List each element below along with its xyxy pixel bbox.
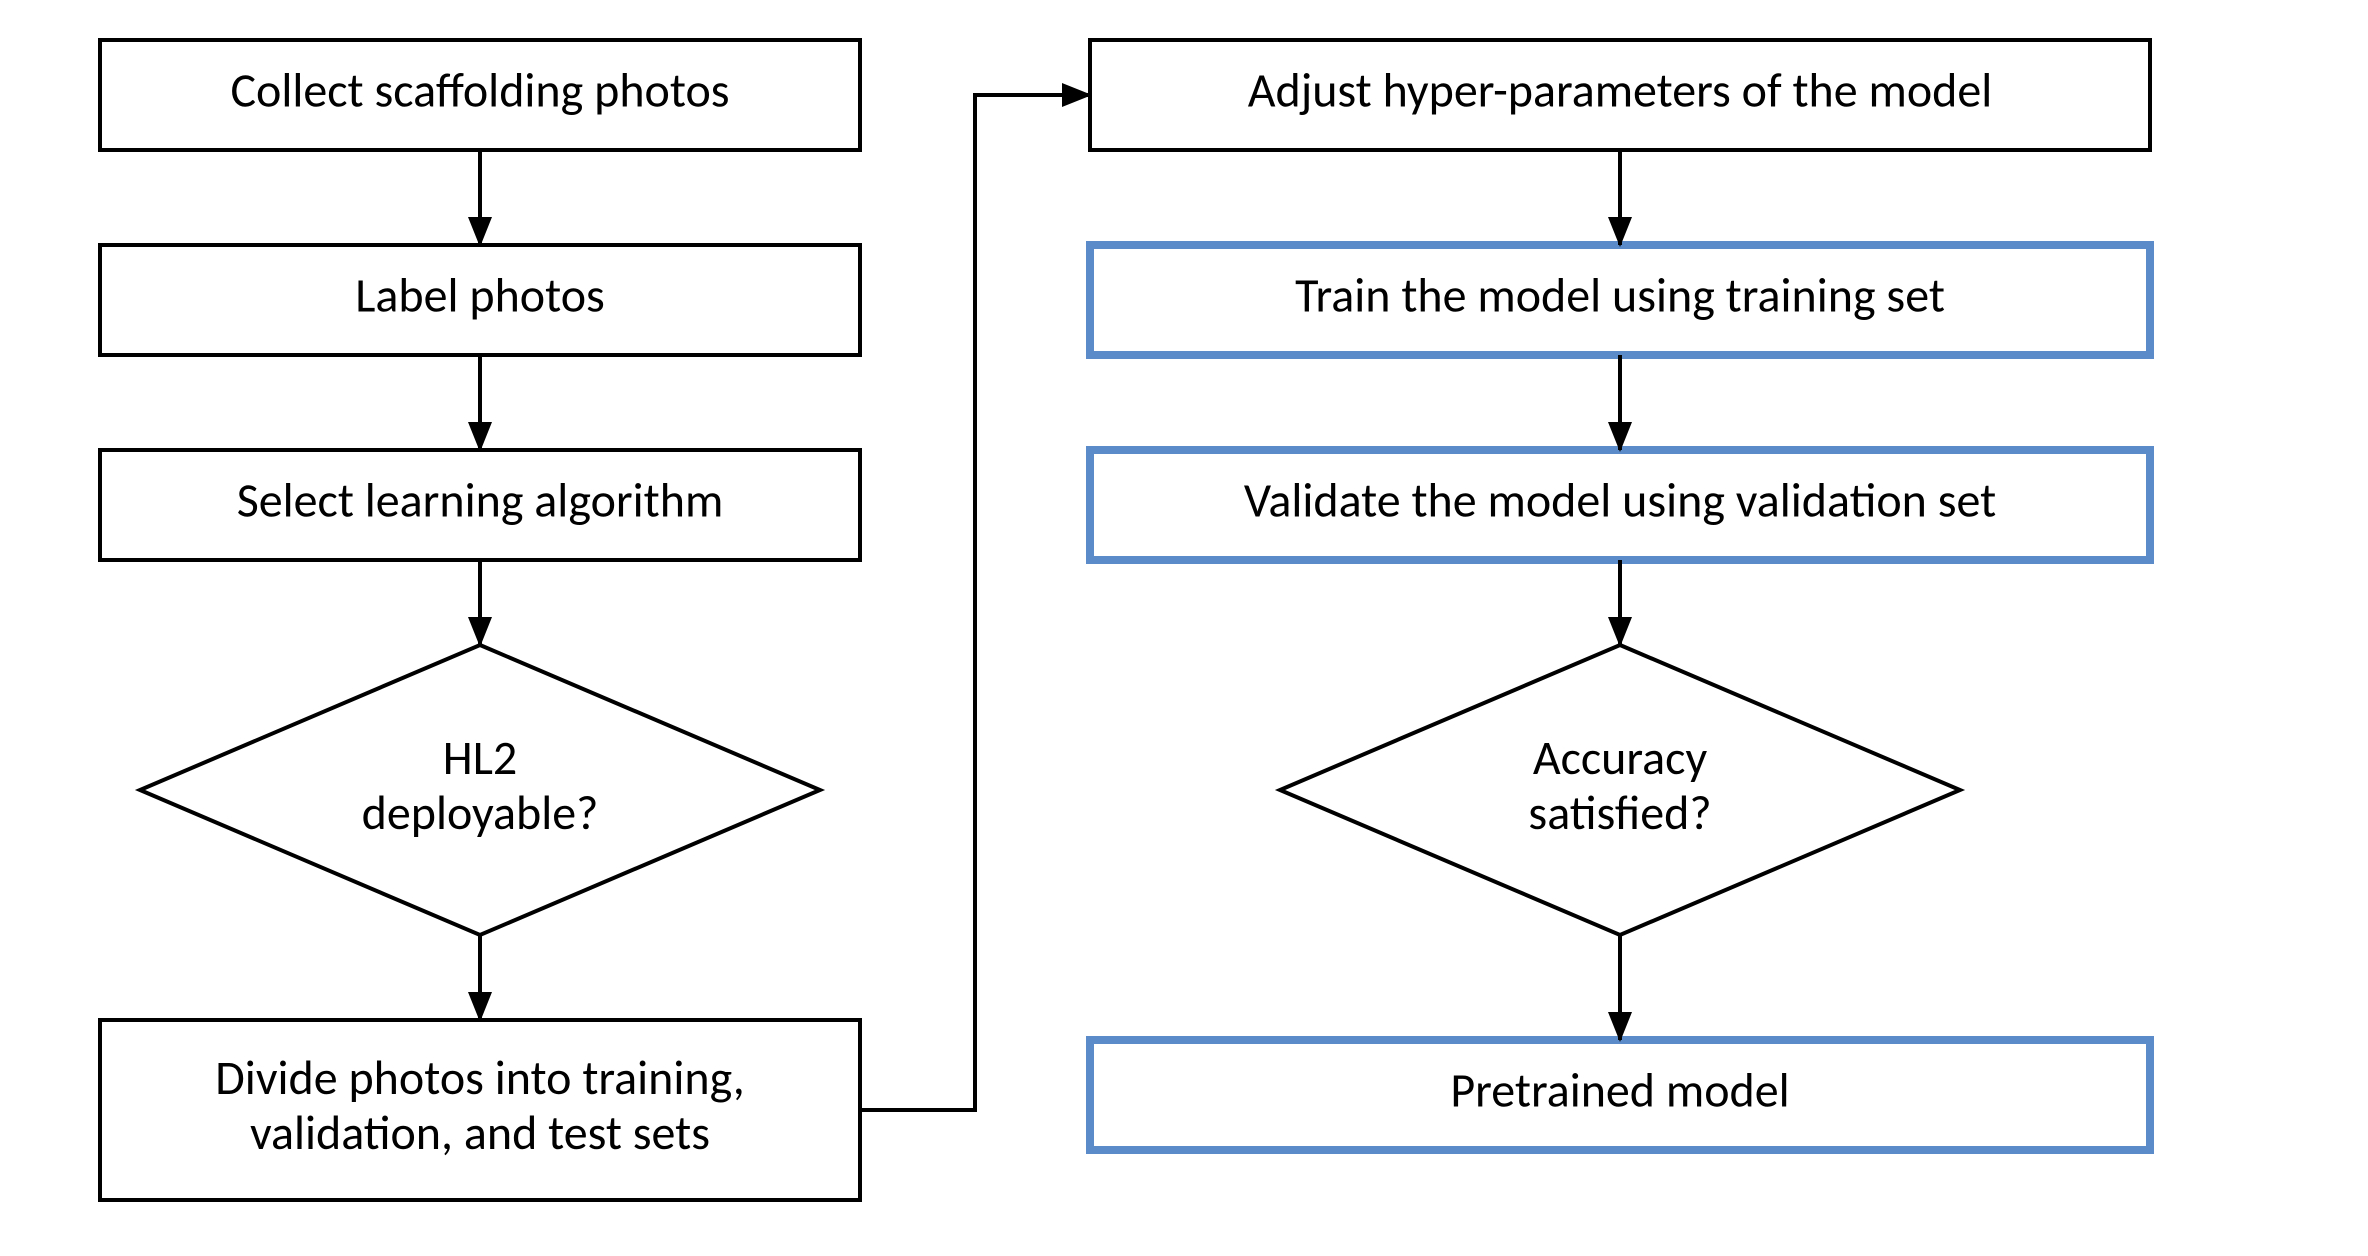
node-adjust: Adjust hyper-parameters of the model xyxy=(1090,40,2150,150)
node-accuracy-label: Accuracy xyxy=(1533,728,1708,787)
node-pretrain-label: Pretrained model xyxy=(1450,1060,1789,1119)
node-collect: Collect scaffolding photos xyxy=(100,40,860,150)
node-hl2: HL2deployable? xyxy=(140,645,820,935)
node-accuracy-label: satisfied? xyxy=(1528,783,1711,842)
flowchart-canvas: Collect scaffolding photos Label photos Se… xyxy=(0,0,2368,1256)
node-validate-label: Validate the model using validation set xyxy=(1244,470,1996,529)
node-divide-label: validation, and test sets xyxy=(250,1103,710,1162)
node-accuracy: Accuracysatisfied? xyxy=(1280,645,1960,935)
node-hl2-label: deployable? xyxy=(362,783,599,842)
node-adjust-label: Adjust hyper-parameters of the model xyxy=(1248,60,1993,119)
node-divide-label: Divide photos into training, xyxy=(215,1048,744,1107)
node-hl2-label: HL2 xyxy=(443,728,517,787)
node-label: Label photos xyxy=(100,245,860,355)
node-select: Select learning algorithm xyxy=(100,450,860,560)
node-train: Train the model using training set xyxy=(1090,245,2150,355)
node-divide: Divide photos into training,validation, … xyxy=(100,1020,860,1200)
node-select-label: Select learning algorithm xyxy=(237,470,724,529)
node-train-label: Train the model using training set xyxy=(1295,265,1945,324)
node-label-label: Label photos xyxy=(355,265,605,324)
node-validate: Validate the model using validation set xyxy=(1090,450,2150,560)
edge-divide-to-adjust xyxy=(860,95,1090,1110)
node-pretrain: Pretrained model xyxy=(1090,1040,2150,1150)
node-collect-label: Collect scaffolding photos xyxy=(230,60,729,119)
